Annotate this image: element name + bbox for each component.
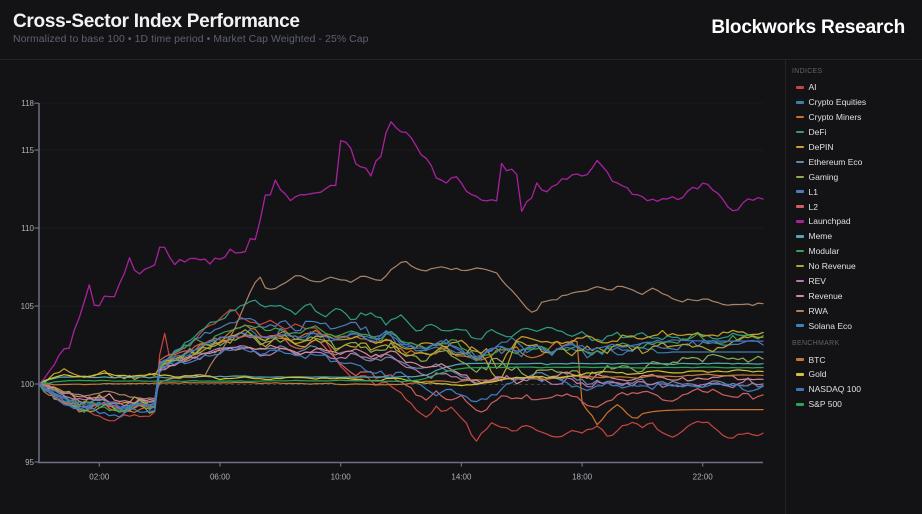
svg-text:14:00: 14:00 [451,473,472,482]
svg-text:06:00: 06:00 [210,473,231,482]
svg-text:18:00: 18:00 [572,473,593,482]
svg-text:02:00: 02:00 [89,473,110,482]
svg-text:22:00: 22:00 [693,473,714,482]
svg-text:115: 115 [21,146,34,155]
svg-text:95: 95 [25,458,34,467]
svg-text:100: 100 [21,380,35,389]
svg-text:118: 118 [21,99,34,108]
svg-text:10:00: 10:00 [331,473,352,482]
svg-text:105: 105 [21,302,35,311]
svg-text:110: 110 [21,224,34,233]
